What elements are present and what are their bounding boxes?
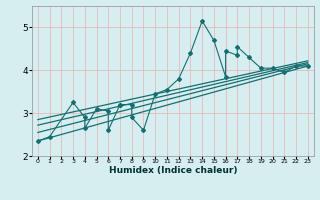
X-axis label: Humidex (Indice chaleur): Humidex (Indice chaleur) [108,166,237,175]
